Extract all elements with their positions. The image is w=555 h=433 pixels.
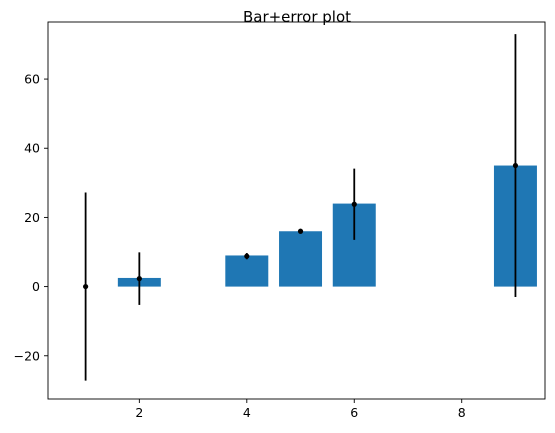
- chart-title: Bar+error plot: [243, 8, 351, 26]
- data-point: [512, 162, 519, 169]
- x-tick-label: 6: [350, 405, 358, 420]
- data-point: [351, 201, 357, 207]
- y-tick-label: 60: [24, 72, 40, 87]
- data-point: [297, 228, 304, 234]
- y-tick-label: 20: [24, 210, 40, 225]
- x-tick-label: 2: [135, 405, 143, 420]
- x-tick-label: 4: [243, 405, 251, 420]
- x-tick-label: 8: [458, 405, 466, 420]
- data-point: [244, 253, 250, 259]
- points-group: [83, 162, 519, 290]
- y-tick-label: −20: [14, 348, 40, 363]
- data-point: [136, 276, 142, 282]
- y-tick-label: 0: [32, 279, 40, 294]
- x-axis: 2 4 6 8: [135, 399, 466, 420]
- y-tick-label: 40: [24, 141, 40, 156]
- bar: [279, 231, 323, 287]
- errorbars-group: [84, 34, 517, 381]
- data-point: [83, 283, 89, 290]
- bars-group: [117, 165, 537, 287]
- bar: [225, 255, 269, 287]
- y-axis: −20 0 20 40 60: [14, 72, 48, 363]
- plot-frame: [47, 21, 546, 400]
